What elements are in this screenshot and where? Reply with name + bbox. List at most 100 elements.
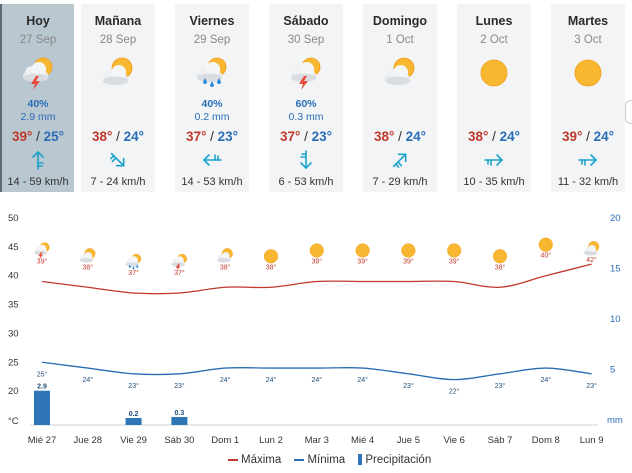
x-tick-label: Jue 28 <box>74 435 103 446</box>
rain-cloud-icon <box>125 253 142 270</box>
min-point-label: 23° <box>128 382 139 390</box>
chart-legend: Máxima Mínima Precipitación <box>228 454 441 466</box>
wind-arrow-northeast-icon <box>389 149 411 171</box>
precip-bar[interactable] <box>171 416 188 425</box>
precip-bar[interactable] <box>34 390 50 425</box>
sun-icon <box>309 243 324 258</box>
max-temp: 38° <box>373 129 395 144</box>
partly-cloudy-icon <box>583 241 600 256</box>
precip-bar-label: 0.2 <box>129 411 139 418</box>
max-point-label: 39° <box>37 257 48 265</box>
day-card-2[interactable]: Viernes 29 Sep 40% 0.2 mm 37° / 23° 14 -… <box>175 4 249 192</box>
partly-cloudy-icon <box>79 248 96 263</box>
x-tick-label: Vie 29 <box>120 435 147 446</box>
precip-probability: 40% <box>27 98 49 110</box>
x-tick-label: Lun 9 <box>580 435 604 446</box>
x-tick-label: Dom 1 <box>211 435 239 446</box>
day-card-0[interactable]: Hoy 27 Sep 40% 2.9 mm 39° / 25° 14 - 59 … <box>0 4 74 192</box>
min-temp: 24° <box>593 129 615 144</box>
min-point-label: 24° <box>357 376 368 384</box>
legend-label-min: Mínima <box>307 454 346 466</box>
day-card-5[interactable]: Lunes 2 Oct 38° / 24° 10 - 35 km/h <box>457 4 531 192</box>
max-point-label: 42° <box>586 256 597 264</box>
temperature-range: 38° / 24° <box>467 129 521 144</box>
wind-arrow-east-icon <box>483 149 505 171</box>
min-temp: 23° <box>217 129 239 144</box>
day-card-4[interactable]: Domingo 1 Oct 38° / 24° 7 - 29 km/h <box>363 4 437 192</box>
max-point-label: 39° <box>312 257 323 265</box>
wind-speed: 6 - 53 km/h <box>278 176 334 188</box>
max-point-label: 40° <box>541 252 552 260</box>
min-point-label: 23° <box>586 382 597 390</box>
day-name: Hoy <box>26 14 50 28</box>
min-point-label: 23° <box>174 382 185 390</box>
min-temp: 24° <box>499 129 521 144</box>
day-date: 1 Oct <box>386 34 414 46</box>
scroll-right-handle[interactable] <box>625 100 632 124</box>
day-date: 27 Sep <box>19 34 57 46</box>
sun-icon <box>538 237 553 252</box>
x-tick-label: Mié 4 <box>351 435 374 446</box>
precip-amount: 0.2 mm <box>194 111 230 123</box>
thunderstorm-cloud-icon <box>19 56 57 90</box>
thunderstorm-cloud-icon <box>34 242 50 260</box>
day-card-3[interactable]: Sábado 30 Sep 60% 0.3 mm 37° / 23° 6 - 5… <box>269 4 343 192</box>
precip-amount: 2.9 mm <box>20 111 56 123</box>
max-point-label: 38° <box>83 263 94 271</box>
y-right-tick: 20 <box>610 213 621 224</box>
y-left-tick: 25 <box>8 357 19 368</box>
x-tick-label: Jue 5 <box>397 435 420 446</box>
wind-speed: 14 - 53 km/h <box>181 176 243 188</box>
y-left-tick: 30 <box>8 328 19 339</box>
day-card-1[interactable]: Mañana 28 Sep 38° / 24° 7 - 24 km/h <box>81 4 155 192</box>
max-point-label: 39° <box>403 257 414 265</box>
min-point-label: 24° <box>312 376 323 384</box>
max-point-label: 38° <box>266 263 277 271</box>
min-point-label: 23° <box>495 382 506 390</box>
max-point-label: 39° <box>449 257 460 265</box>
legend-item-min[interactable]: Mínima <box>294 454 345 466</box>
legend-item-max[interactable]: Máxima <box>228 454 281 466</box>
wind-speed: 7 - 24 km/h <box>90 176 146 188</box>
legend-item-precip[interactable]: Precipitación <box>358 454 431 466</box>
precip-probability: 40% <box>201 98 223 110</box>
legend-label-max: Máxima <box>241 454 282 466</box>
day-date: 29 Sep <box>193 34 231 46</box>
y-right-unit: mm <box>607 415 623 426</box>
temperature-range: 39° / 25° <box>11 129 65 144</box>
y-left-tick: 45 <box>8 242 19 253</box>
rain-cloud-icon <box>193 56 231 90</box>
min-temp: 24° <box>405 129 427 144</box>
sun-icon <box>492 249 508 264</box>
min-point-label: 22° <box>449 388 460 396</box>
min-temp: 24° <box>123 129 145 144</box>
min-point-label: 23° <box>403 382 414 390</box>
precip-bar[interactable] <box>125 417 142 425</box>
y-left-unit: °C <box>8 416 19 427</box>
x-tick-label: Mié 27 <box>28 435 57 446</box>
temperature-range: 39° / 24° <box>561 129 615 144</box>
day-card-6[interactable]: Martes 3 Oct 39° / 24° 11 - 32 km/h <box>551 4 625 192</box>
max-point-label: 37° <box>174 269 185 277</box>
temperature-range: 38° / 24° <box>91 129 145 144</box>
day-date: 30 Sep <box>287 34 325 46</box>
sun-icon <box>569 56 607 90</box>
wind-arrow-southeast-icon <box>107 149 129 171</box>
wind-speed: 7 - 29 km/h <box>372 176 428 188</box>
day-date: 28 Sep <box>99 34 137 46</box>
wind-speed: 11 - 32 km/h <box>557 176 619 188</box>
day-name: Lunes <box>475 14 513 28</box>
y-right-tick: 10 <box>610 314 621 325</box>
max-temp: 37° <box>279 129 301 144</box>
max-point-label: 38° <box>220 263 231 271</box>
precip-bar-label: 2.9 <box>37 384 47 391</box>
y-left-tick: 50 <box>8 213 19 224</box>
min-point-label: 24° <box>266 376 277 384</box>
day-date: 2 Oct <box>480 34 508 46</box>
wind-arrow-west-icon <box>201 149 223 171</box>
min-temp: 23° <box>311 129 333 144</box>
max-point-label: 38° <box>495 263 506 271</box>
sun-icon <box>447 243 462 258</box>
wind-speed: 10 - 35 km/h <box>463 176 525 188</box>
precip-amount: 0.3 mm <box>288 111 324 123</box>
